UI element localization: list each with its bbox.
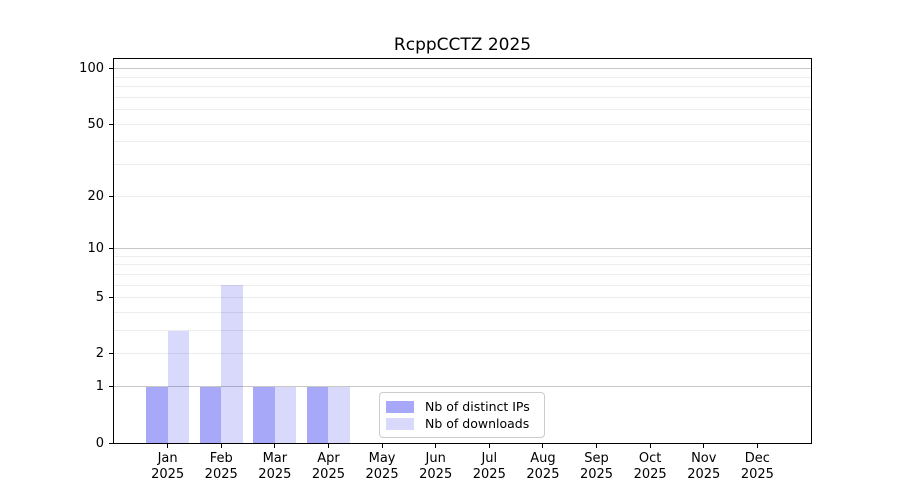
- x-tick-mark: [435, 443, 437, 448]
- gridline-minor: [114, 297, 811, 299]
- x-tick-label: Aug 2025: [526, 451, 560, 482]
- x-tick-label: Jul 2025: [472, 451, 506, 482]
- y-tick-label: 20: [87, 188, 104, 204]
- x-tick-mark: [274, 443, 276, 448]
- y-tick-label: 10: [87, 241, 104, 257]
- gridline-minor: [114, 312, 811, 313]
- bar-apr-distinct-ips: [307, 386, 329, 443]
- legend-label-downloads: Nb of downloads: [425, 415, 530, 431]
- gridline-major: [114, 248, 811, 250]
- gridline-minor: [114, 353, 811, 355]
- x-tick-mark: [220, 443, 222, 448]
- gridline-minor: [114, 284, 811, 286]
- y-tick-mark: [109, 195, 114, 197]
- gridline-minor: [114, 123, 811, 125]
- x-tick-label: Dec 2025: [740, 451, 774, 482]
- x-tick-mark: [488, 443, 490, 448]
- x-tick-label: May 2025: [365, 451, 399, 482]
- y-tick-label: 1: [95, 379, 104, 395]
- gridline-minor: [114, 264, 811, 266]
- x-tick-label: Jan 2025: [151, 451, 185, 482]
- bar-apr-downloads: [328, 386, 350, 443]
- y-tick-label: 100: [79, 61, 104, 77]
- x-tick-mark: [596, 443, 598, 448]
- y-tick-label: 50: [87, 116, 104, 132]
- x-tick-label: Oct 2025: [633, 451, 667, 482]
- bar-feb-downloads: [221, 285, 243, 443]
- y-tick-mark: [109, 297, 114, 299]
- legend-item-downloads: Nb of downloads: [386, 415, 536, 432]
- legend-label-distinct-ips: Nb of distinct IPs: [425, 398, 530, 414]
- gridline-minor: [114, 255, 811, 257]
- gridline-major: [114, 386, 811, 388]
- bar-feb-distinct-ips: [199, 386, 222, 443]
- gridline-minor: [114, 86, 811, 88]
- gridline-minor: [114, 330, 811, 332]
- y-tick-mark: [109, 353, 114, 355]
- gridline-major: [114, 68, 811, 70]
- x-tick-mark: [167, 443, 169, 448]
- x-tick-label: Nov 2025: [687, 451, 721, 482]
- legend-swatch-downloads: [386, 417, 414, 430]
- gridline-minor: [114, 109, 811, 111]
- y-tick-label: 0: [95, 435, 104, 451]
- x-tick-mark: [649, 443, 651, 448]
- y-tick-mark: [109, 442, 114, 444]
- x-tick-label: Feb 2025: [204, 451, 238, 482]
- gridline-minor: [114, 195, 811, 197]
- bar-jan-distinct-ips: [146, 386, 168, 443]
- y-tick-mark: [109, 123, 114, 125]
- x-tick-label: Mar 2025: [258, 451, 292, 482]
- gridline-minor: [114, 164, 811, 166]
- gridline-minor: [114, 96, 811, 98]
- x-tick-mark: [542, 443, 544, 448]
- gridline-minor: [114, 141, 811, 143]
- legend-swatch-distinct-ips: [386, 400, 414, 413]
- chart-title: RcppCCTZ 2025: [393, 35, 532, 55]
- x-tick-mark: [703, 443, 705, 448]
- plot-area: [113, 58, 812, 444]
- bar-jan-downloads: [167, 330, 190, 443]
- gridline-minor: [114, 273, 811, 275]
- y-tick-label: 5: [95, 290, 104, 306]
- y-tick-mark: [109, 386, 114, 388]
- bar-mar-distinct-ips: [253, 386, 275, 443]
- x-tick-label: Sep 2025: [579, 451, 614, 482]
- x-tick-mark: [327, 443, 329, 448]
- y-tick-mark: [109, 248, 114, 250]
- gridline-minor: [114, 76, 811, 78]
- bar-mar-downloads: [274, 386, 297, 443]
- y-tick-label: 2: [95, 346, 104, 362]
- y-tick-mark: [109, 68, 114, 70]
- x-tick-mark: [756, 443, 758, 448]
- x-tick-mark: [381, 443, 383, 448]
- legend-item-distinct-ips: Nb of distinct IPs: [386, 398, 536, 415]
- x-tick-label: Jun 2025: [419, 451, 453, 482]
- legend: Nb of distinct IPs Nb of downloads: [379, 392, 545, 438]
- x-tick-label: Apr 2025: [311, 451, 345, 482]
